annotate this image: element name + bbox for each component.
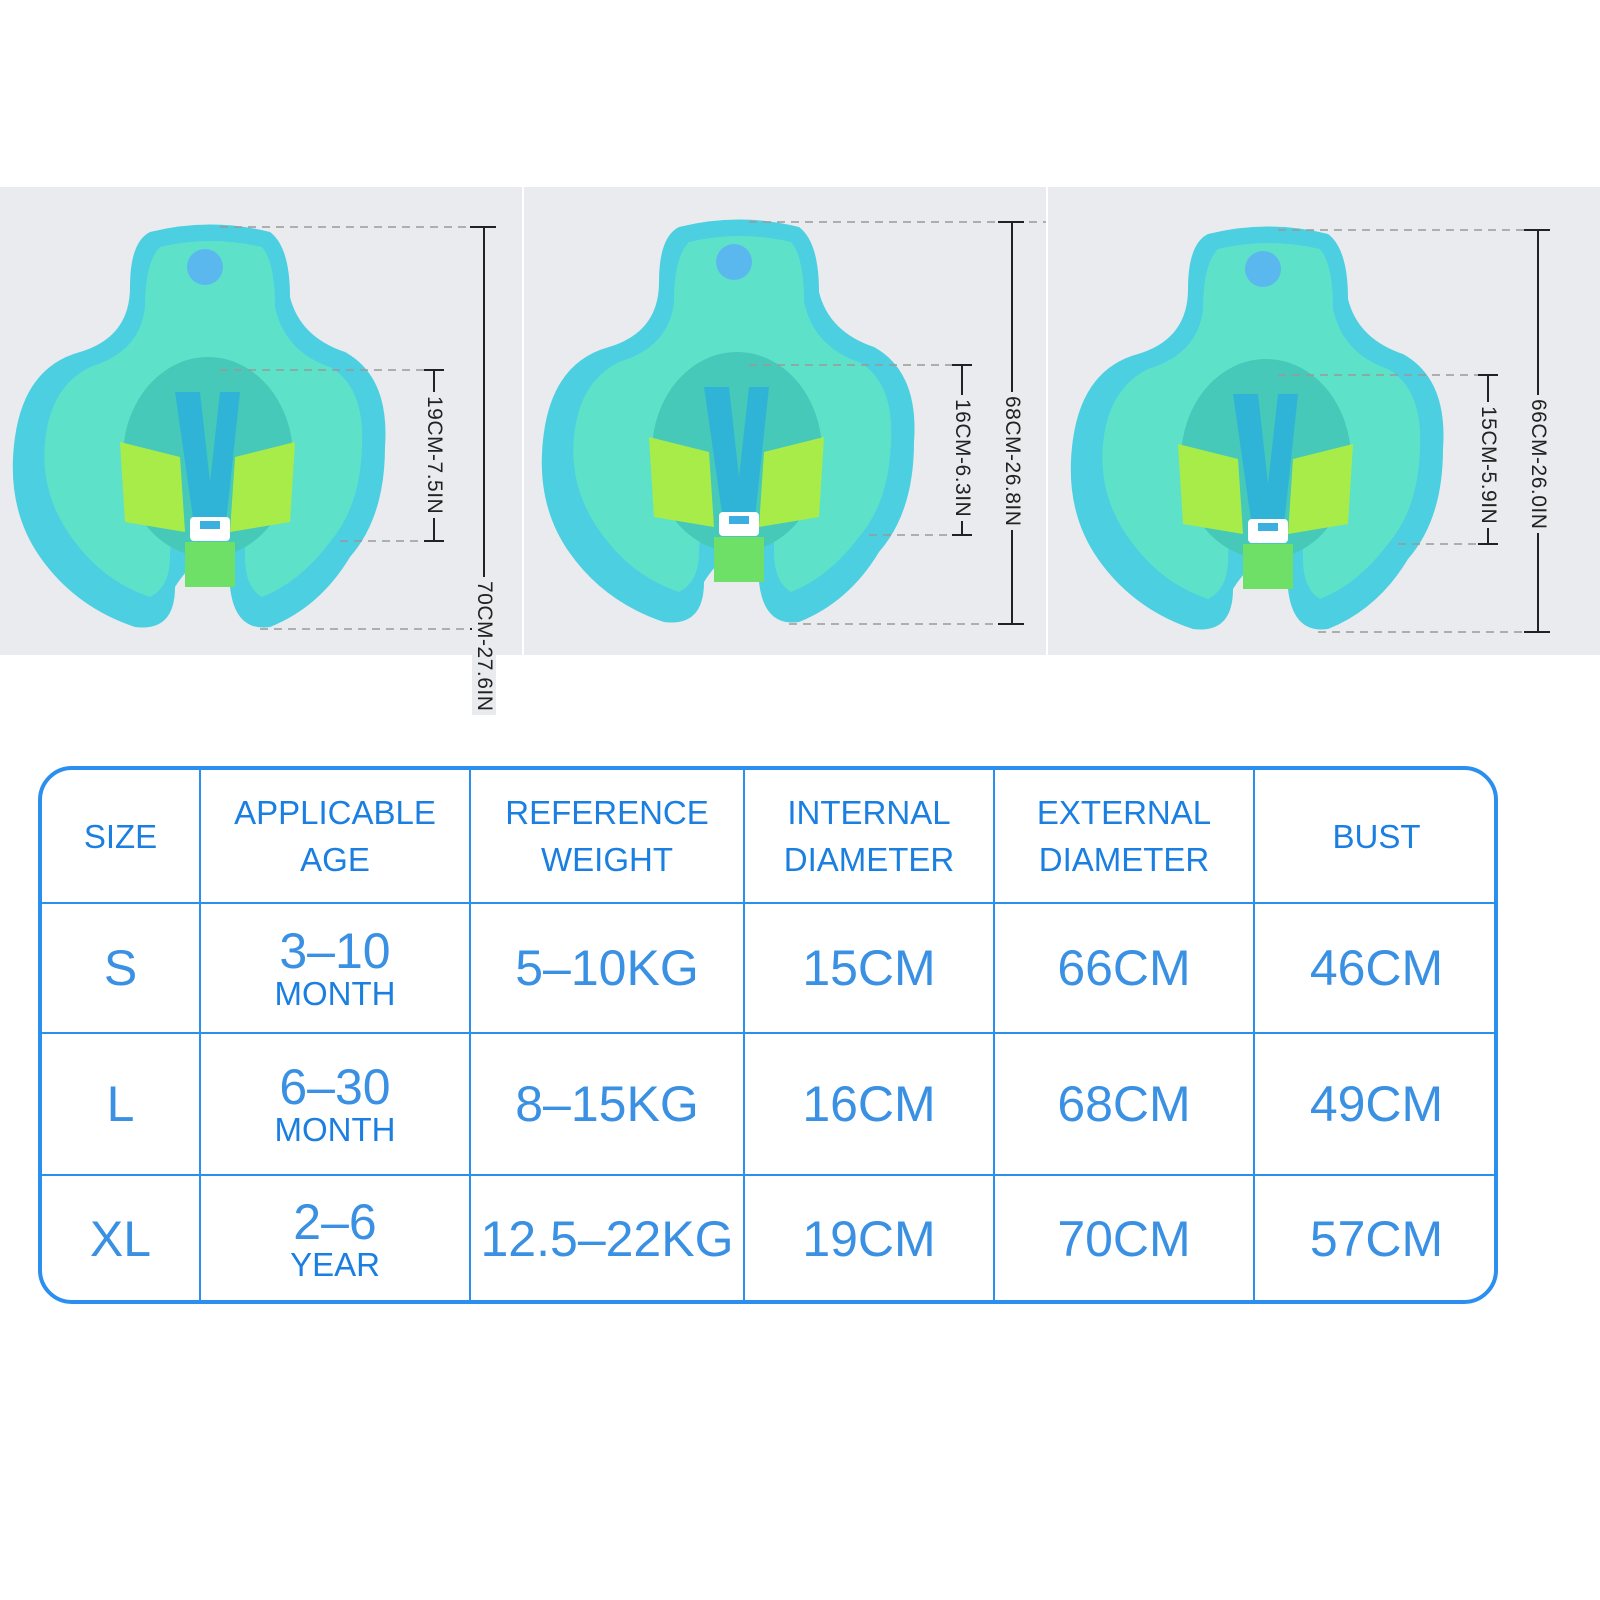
header-applicable-age: APPLICABLE AGE xyxy=(234,794,436,878)
size-chart-table: SIZE APPLICABLE AGE REFERENCE WEIGHT INTER… xyxy=(38,766,1498,1304)
header-external-diameter: EXTERNAL DIAMETER xyxy=(1036,794,1212,878)
table-cell-age: 3–10 MONTH xyxy=(274,923,396,1012)
table-cell-bust: 49CM xyxy=(1309,1076,1444,1132)
outer-dimension-label: 70CM-27.6IN xyxy=(472,577,496,716)
table-cell-internal: 16CM xyxy=(802,1076,936,1132)
table-cell-bust: 57CM xyxy=(1309,1211,1444,1267)
table-cell-weight: 8–15KG xyxy=(515,1076,699,1132)
table-cell-weight: 5–10KG xyxy=(515,940,699,996)
table-cell-external: 70CM xyxy=(1057,1211,1191,1267)
age-unit: YEAR xyxy=(290,1246,380,1283)
float-image xyxy=(1070,226,1550,633)
product-panel-l: 68CM-26.8IN 16CM-6.3IN xyxy=(524,187,1046,655)
table-cell-size: XL xyxy=(89,1211,152,1267)
table-cell-internal: 19CM xyxy=(802,1211,936,1267)
header-size: SIZE xyxy=(83,817,158,855)
table-cell-weight: 12.5–22KG xyxy=(480,1211,734,1267)
product-panel-xl: 70CM-27.6IN 19CM-7.5IN xyxy=(0,187,522,716)
table-cell-age: 2–6 YEAR xyxy=(290,1194,380,1283)
inner-dimension-label: 19CM-7.5IN xyxy=(422,392,446,519)
table-cell-external: 66CM xyxy=(1057,940,1191,996)
header-internal-diameter: INTERNAL DIAMETER xyxy=(783,794,955,878)
table-cell-bust: 46CM xyxy=(1309,940,1444,996)
age-unit: MONTH xyxy=(274,1111,396,1148)
age-unit: MONTH xyxy=(274,975,396,1012)
header-reference-weight: REFERENCE WEIGHT xyxy=(505,794,709,878)
product-panel-s: 66CM-26.0IN 15CM-5.9IN xyxy=(1048,187,1600,655)
table-cell-external: 68CM xyxy=(1057,1076,1191,1132)
inner-dimension-label: 16CM-6.3IN xyxy=(950,395,974,522)
header-bust: BUST xyxy=(1332,817,1421,855)
table-cell-size: S xyxy=(103,940,138,996)
table-cell-age: 6–30 MONTH xyxy=(274,1059,396,1148)
outer-dimension-label: 66CM-26.0IN xyxy=(1526,395,1550,534)
outer-dimension-label: 68CM-26.8IN xyxy=(1000,392,1024,531)
table-cell-internal: 15CM xyxy=(802,940,936,996)
table-cell-size: L xyxy=(106,1076,135,1132)
inner-dimension-label: 15CM-5.9IN xyxy=(1476,402,1500,529)
